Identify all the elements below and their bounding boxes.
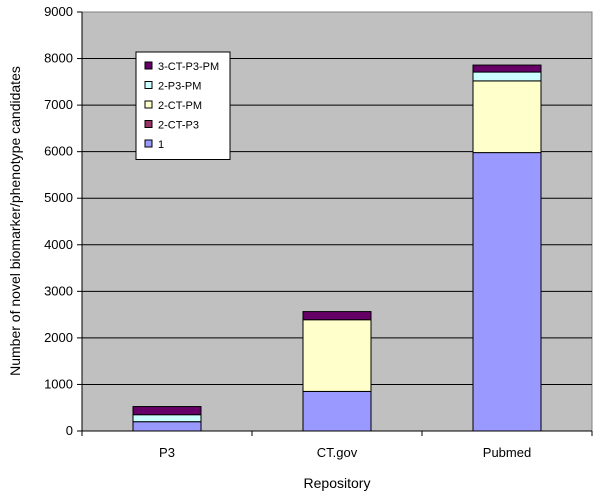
bar-segment-p3-3-ct-p3-pm: [132, 406, 202, 416]
legend-swatch: [144, 81, 153, 89]
legend-label: 3-CT-P3-PM: [158, 61, 219, 73]
y-tick-label: 4000: [44, 237, 73, 252]
bar-segment-pubmed-2-ct-pm: [472, 80, 542, 154]
bars: [132, 64, 542, 432]
legend-swatch: [144, 120, 153, 128]
legend-swatch: [144, 139, 153, 148]
legend: 3-CT-P3-PM 2-P3-PM 2-CT-PM 2-CT-P3 1: [135, 51, 231, 160]
bar-segment-ct-gov-1: [302, 390, 372, 432]
bar-segment-ct-gov-3-ct-p3-pm: [302, 311, 372, 321]
x-tick-label: P3: [159, 445, 175, 460]
bar-segment-pubmed-3-ct-p3-pm: [472, 64, 542, 73]
bar-segment-ct-gov-2-ct-pm: [302, 319, 372, 392]
x-tick-label: CT.gov: [317, 445, 358, 460]
bar-segment-pubmed-1: [472, 152, 542, 432]
bar-segment-p3-1: [132, 421, 202, 432]
legend-swatch: [144, 61, 153, 70]
y-tick-label: 8000: [44, 51, 73, 66]
legend-label: 2-CT-P3: [158, 120, 199, 132]
x-axis-title: Repository: [304, 475, 371, 491]
y-tick-label: 7000: [44, 97, 73, 112]
y-tick-label: 3000: [44, 283, 73, 298]
legend-label: 2-CT-PM: [158, 100, 202, 112]
y-tick-label: 5000: [44, 190, 73, 205]
bar-segment-p3-2-p3-pm: [132, 414, 202, 423]
y-tick-label: 0: [66, 423, 73, 438]
legend-label: 1: [158, 139, 164, 151]
y-axis-title: Number of novel biomarker/phenotype cand…: [7, 66, 23, 376]
x-tick-label: Pubmed: [483, 445, 531, 460]
y-tick-label: 1000: [44, 376, 73, 391]
y-tick-label: 6000: [44, 144, 73, 159]
bar-segment-pubmed-2-p3-pm: [472, 71, 542, 82]
y-tick-label: 2000: [44, 330, 73, 345]
y-tick-label: 9000: [44, 4, 73, 19]
axes: 0 1000 2000 3000 4000 5000 6000 7000 8000 9000 P3 C…: [44, 4, 593, 460]
legend-swatch: [144, 100, 153, 109]
legend-label: 2-P3-PM: [158, 81, 201, 93]
